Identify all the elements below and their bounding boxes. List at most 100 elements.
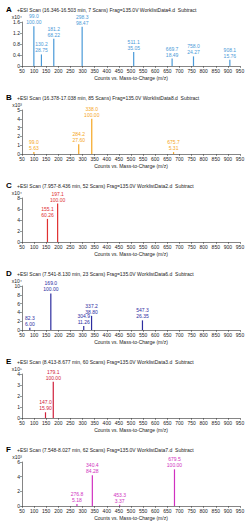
svg-text:450: 450 [115, 420, 124, 426]
svg-text:50: 50 [19, 508, 25, 514]
svg-text:500: 500 [127, 420, 136, 426]
svg-text:800: 800 [199, 244, 208, 250]
svg-text:200: 200 [54, 156, 63, 162]
svg-text:3: 3 [17, 382, 20, 388]
svg-text:26.35: 26.35 [136, 313, 149, 319]
svg-text:60.26: 60.26 [41, 212, 54, 218]
svg-text:28.75: 28.75 [35, 47, 48, 53]
svg-text:350: 350 [90, 244, 99, 250]
svg-text:15.90: 15.90 [39, 405, 52, 411]
svg-text:+ESI Scan (16.346-16.503 min,: +ESI Scan (16.346-16.503 min, 7 Scans) F… [17, 7, 197, 13]
svg-text:Counts vs. Mass-to-Charge (m/z: Counts vs. Mass-to-Charge (m/z) [94, 251, 168, 257]
svg-text:700: 700 [175, 68, 184, 74]
svg-text:250: 250 [66, 68, 75, 74]
svg-text:2: 2 [17, 318, 20, 324]
svg-text:F: F [6, 445, 11, 454]
svg-text:550: 550 [139, 508, 148, 514]
svg-text:800: 800 [199, 508, 208, 514]
svg-text:900: 900 [224, 68, 233, 74]
svg-text:100.00: 100.00 [46, 375, 62, 381]
svg-text:950: 950 [236, 332, 245, 338]
svg-text:1.6: 1.6 [13, 19, 20, 25]
svg-text:4: 4 [17, 371, 20, 377]
svg-text:84.28: 84.28 [86, 468, 99, 474]
svg-text:100.00: 100.00 [84, 112, 100, 118]
svg-text:+ESI Scan (16.378-17.038 min,: +ESI Scan (16.378-17.038 min, 85 Scans) … [17, 95, 200, 101]
svg-text:6.00: 6.00 [25, 321, 35, 327]
svg-text:650: 650 [163, 508, 172, 514]
svg-text:68.22: 68.22 [48, 32, 61, 38]
svg-text:500: 500 [127, 332, 136, 338]
svg-text:150: 150 [42, 156, 51, 162]
svg-text:C: C [6, 181, 12, 190]
svg-text:300: 300 [78, 244, 87, 250]
svg-text:350: 350 [90, 332, 99, 338]
svg-text:4: 4 [17, 116, 20, 122]
svg-text:200: 200 [54, 420, 63, 426]
svg-text:6: 6 [17, 301, 20, 307]
svg-text:800: 800 [199, 68, 208, 74]
svg-text:3: 3 [17, 125, 20, 131]
svg-text:750: 750 [187, 156, 196, 162]
svg-text:15.76: 15.76 [224, 53, 237, 59]
svg-text:600: 600 [151, 68, 160, 74]
svg-text:5: 5 [17, 107, 20, 113]
svg-text:Counts vs. Mass-to-Charge (m/z: Counts vs. Mass-to-Charge (m/z) [94, 427, 168, 433]
svg-text:900: 900 [224, 420, 233, 426]
svg-text:1: 1 [17, 142, 20, 148]
svg-text:950: 950 [236, 244, 245, 250]
svg-text:2: 2 [17, 393, 20, 399]
svg-text:750: 750 [187, 68, 196, 74]
svg-text:98.47: 98.47 [76, 20, 89, 26]
svg-text:950: 950 [236, 420, 245, 426]
svg-text:350: 350 [90, 420, 99, 426]
svg-text:900: 900 [224, 156, 233, 162]
svg-text:E: E [6, 357, 12, 366]
svg-text:500: 500 [127, 508, 136, 514]
svg-text:700: 700 [175, 420, 184, 426]
svg-text:150: 150 [42, 420, 51, 426]
svg-text:35.05: 35.05 [127, 45, 140, 51]
svg-text:Counts vs. Mass-to-Charge (m/z: Counts vs. Mass-to-Charge (m/z) [94, 75, 168, 81]
svg-text:50: 50 [19, 156, 25, 162]
svg-text:100: 100 [30, 68, 39, 74]
svg-text:400: 400 [103, 156, 112, 162]
svg-text:450: 450 [115, 508, 124, 514]
svg-text:550: 550 [139, 156, 148, 162]
svg-text:+ESI Scan (8.413-8.677 min, 60: +ESI Scan (8.413-8.677 min, 60 Scans) Fr… [17, 359, 194, 365]
svg-text:5.18: 5.18 [72, 497, 82, 503]
svg-text:700: 700 [175, 332, 184, 338]
svg-text:400: 400 [103, 244, 112, 250]
svg-text:100.00: 100.00 [26, 19, 42, 25]
svg-text:250: 250 [66, 244, 75, 250]
svg-text:650: 650 [163, 68, 172, 74]
svg-text:24.27: 24.27 [187, 49, 200, 55]
svg-text:4: 4 [17, 309, 20, 315]
svg-text:600: 600 [151, 420, 160, 426]
svg-text:200: 200 [54, 244, 63, 250]
svg-text:300: 300 [78, 332, 87, 338]
svg-text:450: 450 [115, 68, 124, 74]
svg-text:2: 2 [17, 488, 20, 494]
svg-text:27.60: 27.60 [72, 137, 85, 143]
svg-text:250: 250 [66, 332, 75, 338]
svg-text:350: 350 [90, 68, 99, 74]
svg-text:550: 550 [139, 244, 148, 250]
svg-text:750: 750 [187, 332, 196, 338]
svg-text:850: 850 [212, 332, 221, 338]
svg-text:B: B [6, 93, 12, 102]
svg-text:Counts vs. Mass-to-Charge (m/z: Counts vs. Mass-to-Charge (m/z) [94, 515, 168, 521]
svg-text:6: 6 [17, 459, 20, 465]
svg-text:1: 1 [17, 404, 20, 410]
svg-text:250: 250 [66, 156, 75, 162]
svg-text:150: 150 [42, 508, 51, 514]
svg-text:100.00: 100.00 [43, 286, 59, 292]
svg-text:850: 850 [212, 508, 221, 514]
svg-text:950: 950 [236, 156, 245, 162]
svg-text:0.8: 0.8 [13, 41, 20, 47]
svg-text:400: 400 [103, 332, 112, 338]
svg-text:150: 150 [42, 332, 51, 338]
svg-text:3.37: 3.37 [115, 498, 125, 504]
svg-text:650: 650 [163, 420, 172, 426]
svg-text:50: 50 [19, 68, 25, 74]
